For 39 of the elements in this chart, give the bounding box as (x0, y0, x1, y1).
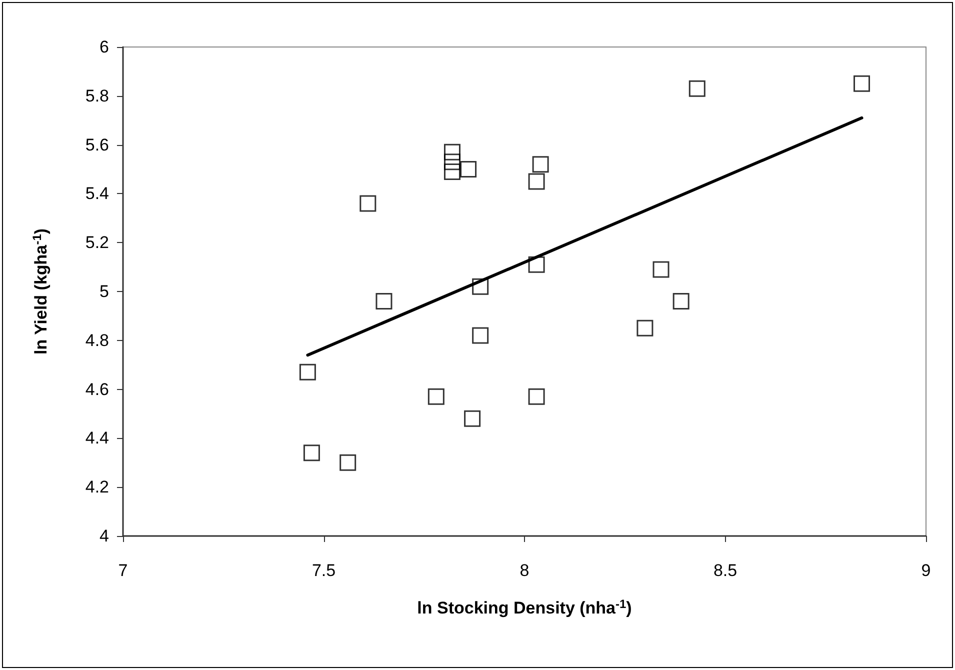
point (528, 173, 545, 190)
point (444, 144, 460, 160)
x-tick-label: 7.5 (312, 561, 336, 580)
y-tick-label: 5.6 (85, 135, 109, 154)
y-tick-label: 4.2 (85, 478, 109, 497)
point (444, 163, 460, 180)
x-tick-label: 9 (921, 561, 931, 580)
y-tick-label: 4.8 (85, 330, 109, 350)
point (303, 444, 320, 462)
y-tick-label: 6 (100, 38, 109, 56)
point (636, 320, 654, 336)
y-axis-title: ln Yield (kgha-1) (30, 228, 50, 354)
point (652, 261, 670, 278)
x-tick-label: 8 (520, 561, 530, 580)
point (472, 278, 489, 295)
point (460, 161, 477, 178)
y-tick-label: 5.2 (85, 233, 109, 252)
point (360, 195, 376, 212)
point (528, 388, 545, 405)
point (672, 293, 690, 310)
y-tick-label: 4.6 (85, 380, 109, 399)
point (528, 256, 545, 273)
point (532, 156, 549, 173)
point (299, 364, 316, 380)
point (444, 154, 460, 170)
y-tick-label: 5 (100, 282, 109, 301)
point (428, 388, 444, 405)
y-tick-label: 5.8 (85, 86, 109, 106)
x-tick-label: 7 (118, 561, 128, 580)
point (688, 80, 706, 97)
point (340, 454, 356, 471)
x-tick-label: 8.5 (713, 561, 738, 580)
point (854, 75, 870, 92)
y-tick-label: 4.4 (85, 428, 109, 448)
point (472, 327, 489, 344)
point (376, 293, 392, 310)
y-tick-label: 4 (100, 526, 109, 546)
y-tick-label: 5.4 (85, 184, 109, 204)
point (464, 410, 481, 427)
